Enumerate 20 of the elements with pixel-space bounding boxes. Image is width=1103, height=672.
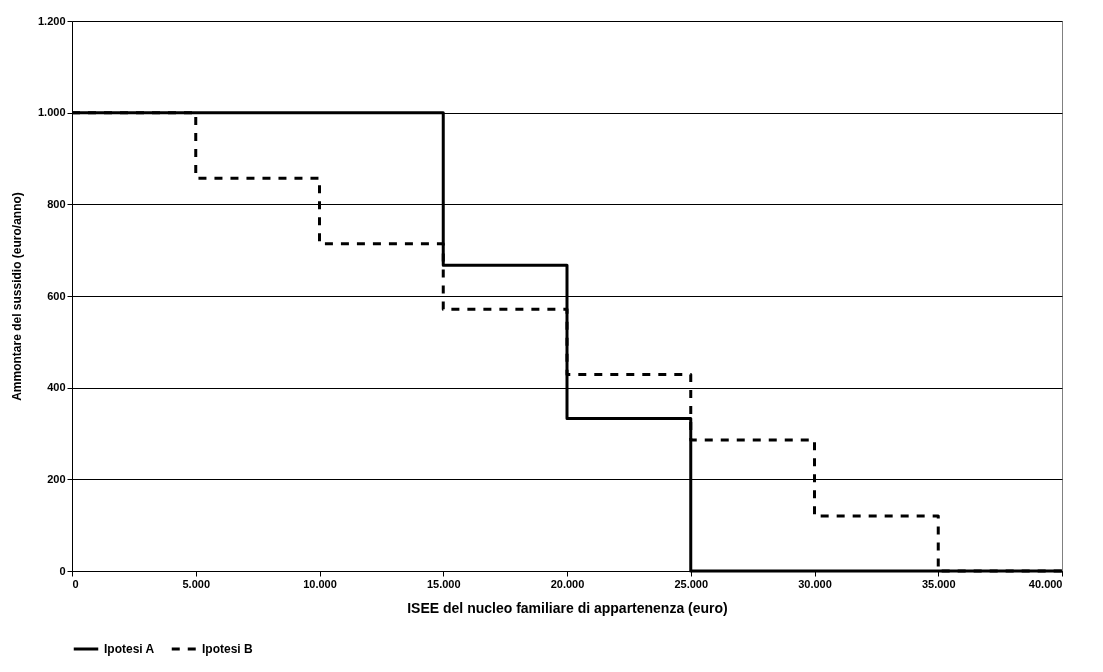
y-tick-label: 600 xyxy=(47,289,66,302)
x-tick-label: 0 xyxy=(72,577,79,590)
x-tick-label: 35.000 xyxy=(921,577,956,590)
x-axis-title: ISEE del nucleo familiare di appartenenza (euro) xyxy=(407,599,728,616)
y-axis-title: Ammontare del sussidio (euro/anno) xyxy=(9,192,24,401)
x-tick-label: 30.000 xyxy=(798,577,832,590)
x-tick-label: 5.000 xyxy=(182,577,211,590)
y-tick-label: 800 xyxy=(47,197,66,210)
legend-label: Ipotesi A xyxy=(104,642,155,656)
x-tick-label: 20.000 xyxy=(550,577,585,590)
x-tick-label: 40.000 xyxy=(1028,577,1063,590)
y-tick-label: 400 xyxy=(47,381,66,394)
x-tick-label: 25.000 xyxy=(674,577,709,590)
legend-label: Ipotesi B xyxy=(202,642,254,656)
x-tick-label: 15.000 xyxy=(426,577,461,590)
y-tick-label: 1.000 xyxy=(37,106,66,119)
y-tick-label: 1.200 xyxy=(37,14,66,27)
x-tick-label: 10.000 xyxy=(303,577,337,590)
y-tick-label: 200 xyxy=(47,472,66,485)
y-tick-label: 0 xyxy=(59,564,66,577)
